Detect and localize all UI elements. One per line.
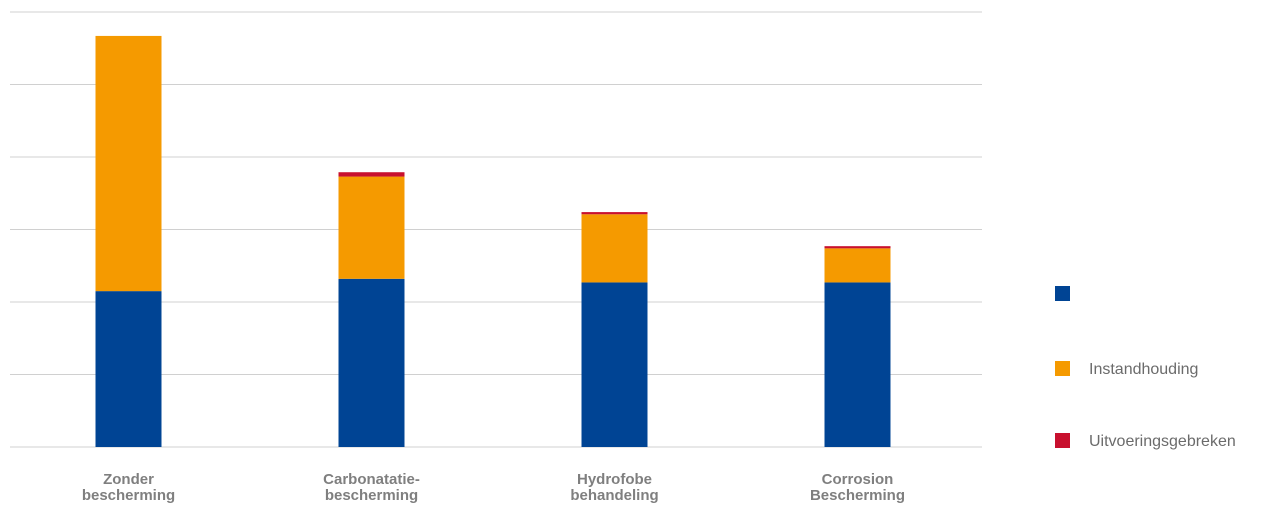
legend-label: Uitvoeringsgebreken <box>1089 433 1236 450</box>
bar-segment-1 <box>338 278 405 447</box>
category-labels: ZonderbeschermingCarbonatatie-beschermin… <box>82 471 905 504</box>
category-label: bescherming <box>325 487 418 504</box>
bar-segment-1 <box>95 291 162 447</box>
bar-segment-3 <box>824 246 891 249</box>
category-label: bescherming <box>82 487 175 504</box>
bar-segment-2 <box>581 214 648 283</box>
category-label: Hydrofobe <box>577 471 652 488</box>
bar-segment-1 <box>581 282 648 447</box>
bar-segment-3 <box>581 212 648 215</box>
category-label: Carbonatatie- <box>323 471 420 488</box>
gridlines <box>10 11 982 448</box>
legend-swatch <box>1055 433 1070 448</box>
bar-segment-2 <box>824 248 891 283</box>
bars <box>95 35 891 447</box>
bar-segment-2 <box>338 176 405 279</box>
legend: Instandhouding Uitvoeringsgebreken <box>1055 286 1236 450</box>
legend-swatch <box>1055 286 1070 301</box>
category-label: Bescherming <box>810 487 905 504</box>
bar-segment-3 <box>338 172 405 177</box>
category-label: behandeling <box>570 487 658 504</box>
legend-label: Instandhouding <box>1089 361 1198 378</box>
legend-swatch <box>1055 361 1070 376</box>
category-label: Corrosion <box>822 471 894 488</box>
bar-segment-1 <box>824 282 891 447</box>
bar-segment-2 <box>95 35 162 292</box>
category-label: Zonder <box>103 471 154 488</box>
